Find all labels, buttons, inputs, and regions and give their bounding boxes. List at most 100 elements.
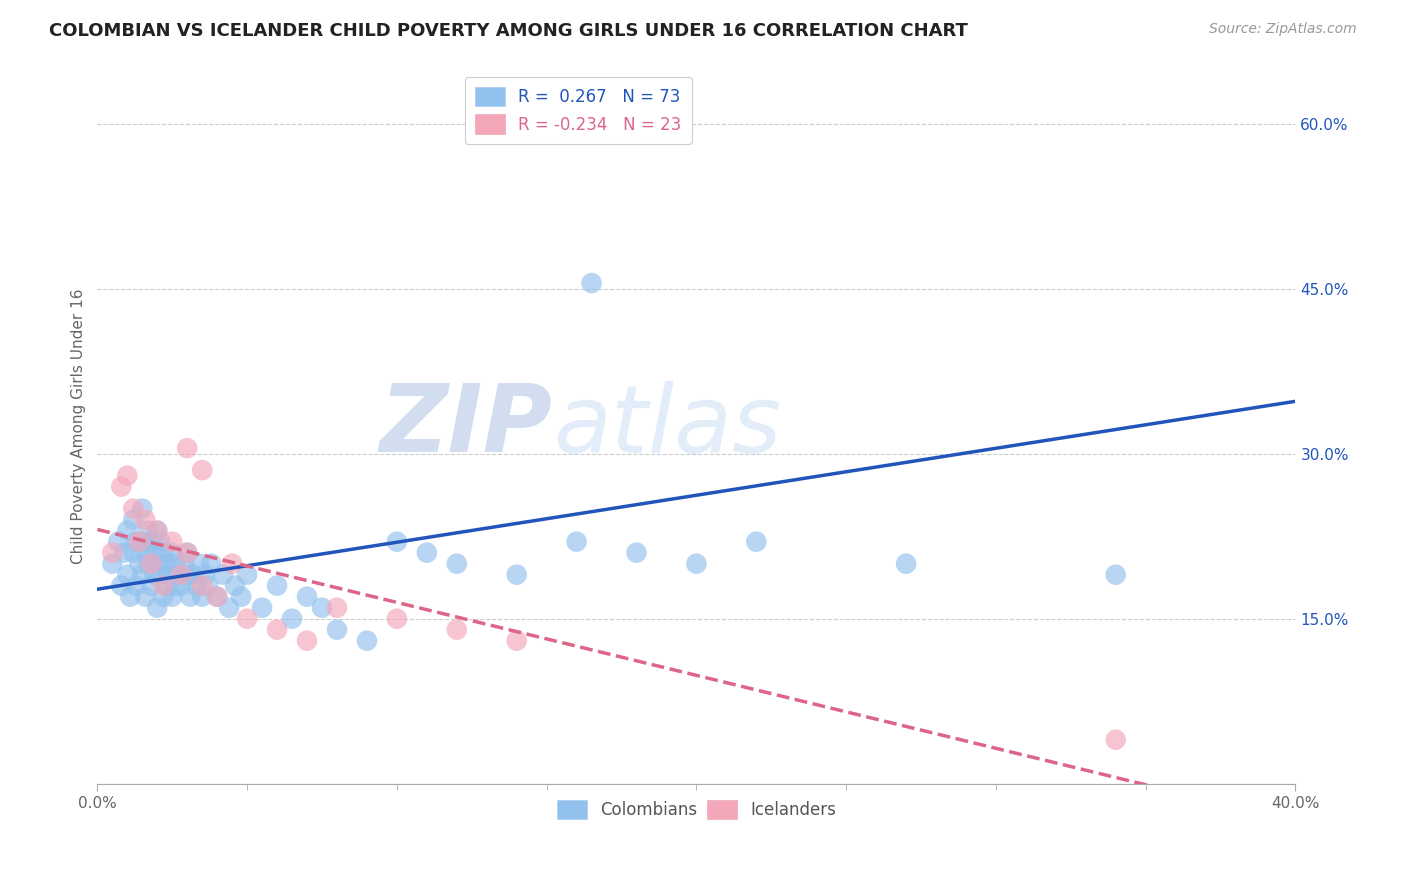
Point <box>745 534 768 549</box>
Point <box>134 590 156 604</box>
Point <box>356 633 378 648</box>
Point <box>117 468 139 483</box>
Point <box>128 534 150 549</box>
Point <box>326 600 349 615</box>
Point <box>326 623 349 637</box>
Point <box>165 579 187 593</box>
Point <box>229 590 252 604</box>
Point <box>143 546 166 560</box>
Text: ZIP: ZIP <box>380 380 553 472</box>
Point <box>146 557 169 571</box>
Point <box>191 463 214 477</box>
Point <box>107 534 129 549</box>
Point <box>176 546 198 560</box>
Point <box>117 524 139 538</box>
Point <box>141 534 163 549</box>
Point <box>160 590 183 604</box>
Point <box>149 534 172 549</box>
Point <box>122 501 145 516</box>
Y-axis label: Child Poverty Among Girls Under 16: Child Poverty Among Girls Under 16 <box>72 288 86 564</box>
Point <box>134 513 156 527</box>
Point <box>149 567 172 582</box>
Point <box>101 557 124 571</box>
Point <box>122 513 145 527</box>
Point <box>176 567 198 582</box>
Point <box>152 590 174 604</box>
Point <box>197 579 219 593</box>
Point <box>266 623 288 637</box>
Point <box>894 557 917 571</box>
Point <box>200 557 222 571</box>
Point <box>146 524 169 538</box>
Point <box>224 579 246 593</box>
Point <box>176 546 198 560</box>
Point <box>170 579 193 593</box>
Point <box>295 633 318 648</box>
Point <box>416 546 439 560</box>
Point <box>160 534 183 549</box>
Point <box>167 567 190 582</box>
Point <box>146 600 169 615</box>
Point <box>565 534 588 549</box>
Point <box>212 567 235 582</box>
Point <box>191 590 214 604</box>
Point <box>110 579 132 593</box>
Point <box>170 567 193 582</box>
Point <box>141 579 163 593</box>
Point <box>160 546 183 560</box>
Point <box>236 612 259 626</box>
Point <box>110 480 132 494</box>
Point <box>250 600 273 615</box>
Point <box>131 534 153 549</box>
Point <box>266 579 288 593</box>
Point <box>125 534 148 549</box>
Point <box>205 590 228 604</box>
Point <box>146 524 169 538</box>
Point <box>143 567 166 582</box>
Point <box>236 567 259 582</box>
Point <box>179 590 201 604</box>
Point <box>136 524 159 538</box>
Point <box>581 276 603 290</box>
Point <box>446 623 468 637</box>
Point <box>191 579 214 593</box>
Point <box>152 546 174 560</box>
Point <box>685 557 707 571</box>
Point <box>205 590 228 604</box>
Point <box>125 579 148 593</box>
Text: COLOMBIAN VS ICELANDER CHILD POVERTY AMONG GIRLS UNDER 16 CORRELATION CHART: COLOMBIAN VS ICELANDER CHILD POVERTY AMO… <box>49 22 969 40</box>
Point <box>218 600 240 615</box>
Point <box>505 633 527 648</box>
Point <box>101 546 124 560</box>
Point <box>120 590 142 604</box>
Point <box>128 557 150 571</box>
Point <box>1105 567 1128 582</box>
Point <box>176 441 198 455</box>
Point <box>385 612 408 626</box>
Point <box>186 579 208 593</box>
Text: atlas: atlas <box>553 381 780 472</box>
Point <box>155 579 177 593</box>
Text: Source: ZipAtlas.com: Source: ZipAtlas.com <box>1209 22 1357 37</box>
Point <box>446 557 468 571</box>
Point <box>221 557 243 571</box>
Point <box>311 600 333 615</box>
Point <box>112 546 135 560</box>
Point <box>141 557 163 571</box>
Point <box>626 546 648 560</box>
Point <box>131 501 153 516</box>
Point <box>134 546 156 560</box>
Point <box>117 567 139 582</box>
Point <box>385 534 408 549</box>
Point <box>194 567 217 582</box>
Point <box>505 567 527 582</box>
Legend: Colombians, Icelanders: Colombians, Icelanders <box>550 793 844 825</box>
Point <box>157 567 180 582</box>
Point <box>165 557 187 571</box>
Point <box>136 557 159 571</box>
Point <box>1105 732 1128 747</box>
Point <box>131 567 153 582</box>
Point <box>155 557 177 571</box>
Point <box>181 567 204 582</box>
Point <box>173 557 195 571</box>
